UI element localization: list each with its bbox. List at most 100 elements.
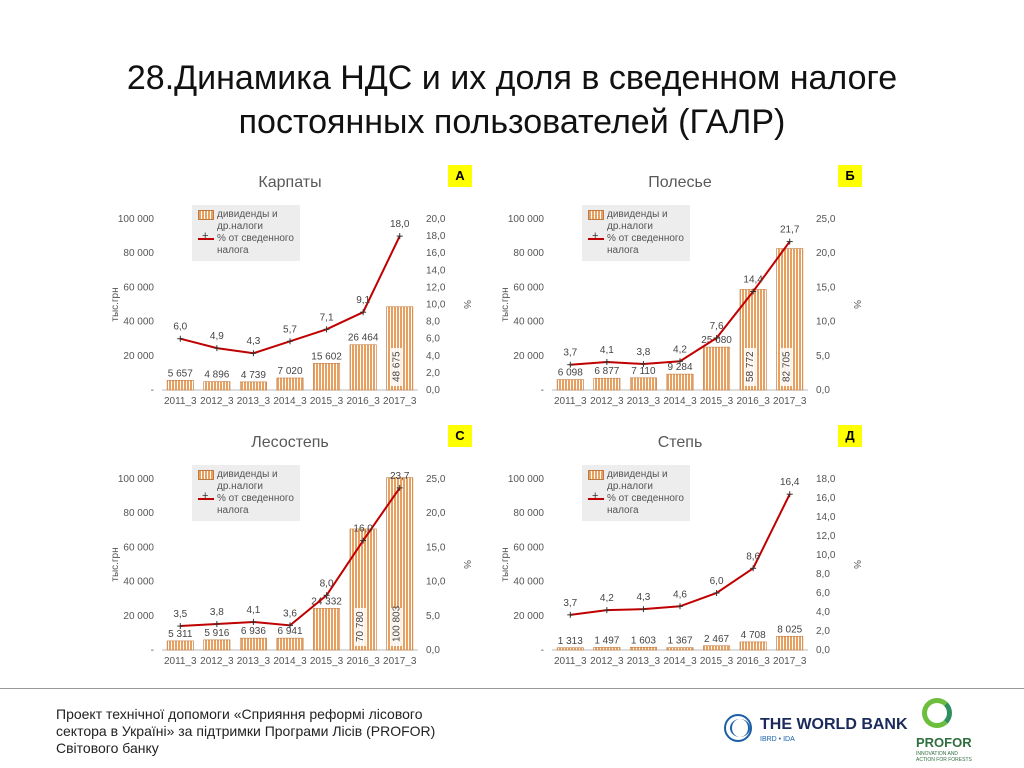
y2-tick-label: 25,0: [426, 474, 446, 485]
y2-tick-label: 0,0: [816, 385, 830, 396]
y2-axis-label: %: [851, 300, 862, 309]
slide-title-line2: постоянных пользователей (ГАЛР): [238, 103, 786, 141]
y-tick-label: 100 000: [508, 474, 545, 485]
y2-tick-label: 10,0: [816, 317, 836, 328]
line-value-label: 3,7: [563, 598, 577, 609]
x-tick-label: 2011_3: [554, 396, 587, 407]
x-tick-label: 2012_3: [590, 656, 624, 667]
legend-item-bars: дивиденды и др.налоги: [198, 209, 294, 233]
bar-value-label: 7 110: [631, 366, 656, 377]
legend-label: дивиденды и др.налоги: [607, 469, 668, 492]
line-value-label: 16,4: [780, 477, 800, 488]
x-tick-label: 2012_3: [200, 656, 234, 667]
line-value-label: 4,1: [600, 345, 614, 356]
bar-value-label: 6 877: [594, 366, 619, 377]
y2-tick-label: 20,0: [426, 214, 446, 225]
legend-bar-swatch: [198, 470, 214, 480]
y2-tick-label: 10,0: [426, 577, 446, 588]
x-tick-label: 2015_3: [310, 396, 344, 407]
x-tick-label: 2012_3: [200, 396, 234, 407]
y-tick-label: 80 000: [513, 508, 544, 519]
y2-tick-label: 2,0: [816, 626, 830, 637]
x-tick-label: 2011_3: [164, 656, 197, 667]
y-tick-label: 40 000: [513, 317, 544, 328]
world-bank-sub: IBRD • IDA: [760, 736, 795, 743]
line-value-label: 3,6: [283, 608, 297, 619]
line-value-label: 9,1: [356, 295, 370, 306]
y-tick-label: 60 000: [123, 542, 154, 553]
panel-badge: Б: [838, 165, 862, 187]
line-value-label: 4,3: [636, 592, 650, 603]
bar-value-label: 8 025: [777, 624, 802, 635]
y2-tick-label: 8,0: [426, 317, 440, 328]
line-value-label: 4,1: [246, 605, 260, 616]
bar-value-label: 26 464: [348, 333, 379, 344]
y2-tick-label: 0,0: [426, 645, 440, 656]
bar-value-label: 100 803: [392, 605, 403, 642]
line-value-label: 3,5: [173, 609, 187, 620]
y2-tick-label: 14,0: [426, 265, 446, 276]
x-tick-label: 2015_3: [700, 396, 734, 407]
y2-tick-label: 14,0: [816, 512, 836, 523]
legend-bar-swatch: [588, 210, 604, 220]
bar-mark: [703, 645, 731, 651]
x-tick-label: 2013_3: [627, 396, 661, 407]
panel-badge: Д: [838, 425, 862, 447]
bar-mark: [556, 379, 584, 391]
legend-line-swatch: [588, 490, 604, 503]
bar-mark: [203, 639, 231, 651]
x-tick-label: 2014_3: [663, 396, 697, 407]
chart-panel-polesye: Полесье - 20 000 40 000 60 000 80 000 100 000 0…: [490, 165, 870, 415]
y2-tick-label: 4,0: [816, 607, 830, 618]
line-value-label: 4,3: [246, 336, 260, 347]
bar-mark: [349, 344, 377, 391]
y-tick-label: 40 000: [123, 577, 154, 588]
chart-svg: Лесостепь - 20 000 40 000 60 000 80 000 100 00…: [110, 434, 472, 667]
line-value-label: 18,0: [390, 219, 410, 230]
x-tick-label: 2015_3: [700, 656, 734, 667]
profor-logo-icon: [922, 698, 952, 728]
bar-value-label: 82 705: [782, 351, 793, 382]
bar-mark: [776, 635, 804, 651]
legend-item-line: % от сведенного налога: [198, 230, 294, 257]
chart-svg: Полесье - 20 000 40 000 60 000 80 000 100 000 0…: [500, 174, 862, 407]
chart-legend: дивиденды и др.налоги% от сведенного нал…: [582, 465, 690, 521]
legend-line-swatch: [588, 230, 604, 243]
panel-badge: С: [448, 425, 472, 447]
y-tick-label: -: [151, 385, 154, 396]
bar-mark: [593, 377, 621, 391]
bar-mark: [556, 647, 584, 651]
y-tick-label: 60 000: [513, 542, 544, 553]
y2-tick-label: 6,0: [816, 588, 830, 599]
x-tick-label: 2016_3: [346, 396, 380, 407]
bar-mark: [629, 377, 657, 391]
line-value-label: 4,2: [600, 593, 614, 604]
bar-value-label: 58 772: [745, 351, 756, 382]
bar-value-label: 7 020: [277, 366, 302, 377]
bar-mark: [703, 346, 731, 391]
legend-item-line: % от сведенного налога: [588, 490, 684, 517]
chart-svg: Степь - 20 000 40 000 60 000 80 000 100 000 0,0…: [500, 434, 862, 667]
legend-item-bars: дивиденды и др.налоги: [588, 469, 684, 493]
legend-item-line: % от сведенного налога: [588, 230, 684, 257]
y2-tick-label: 18,0: [816, 474, 836, 485]
y2-tick-label: 16,0: [816, 493, 836, 504]
legend-item-bars: дивиденды и др.налоги: [588, 209, 684, 233]
y-tick-label: 40 000: [513, 577, 544, 588]
line-value-label: 14,4: [743, 275, 763, 286]
legend-item-bars: дивиденды и др.налоги: [198, 469, 294, 493]
y-tick-label: 20 000: [513, 351, 544, 362]
legend-label: % от сведенного налога: [217, 493, 294, 516]
chart-svg: Карпаты - 20 000 40 000 60 000 80 000 100 000 0…: [110, 174, 472, 407]
y2-tick-label: 12,0: [426, 282, 446, 293]
bar-value-label: 1 367: [667, 636, 692, 647]
chart-legend: дивиденды и др.налоги% от сведенного нал…: [192, 465, 300, 521]
bar-value-label: 1 313: [558, 636, 583, 647]
line-value-label: 6,0: [173, 322, 187, 333]
chart-title: Степь: [658, 434, 703, 451]
panel-badge: A: [448, 165, 472, 187]
world-bank-label: THE WORLD BANK: [760, 716, 908, 733]
x-tick-label: 2013_3: [237, 656, 271, 667]
bar-value-label: 48 675: [392, 351, 403, 382]
y2-tick-label: 5,0: [426, 611, 440, 622]
